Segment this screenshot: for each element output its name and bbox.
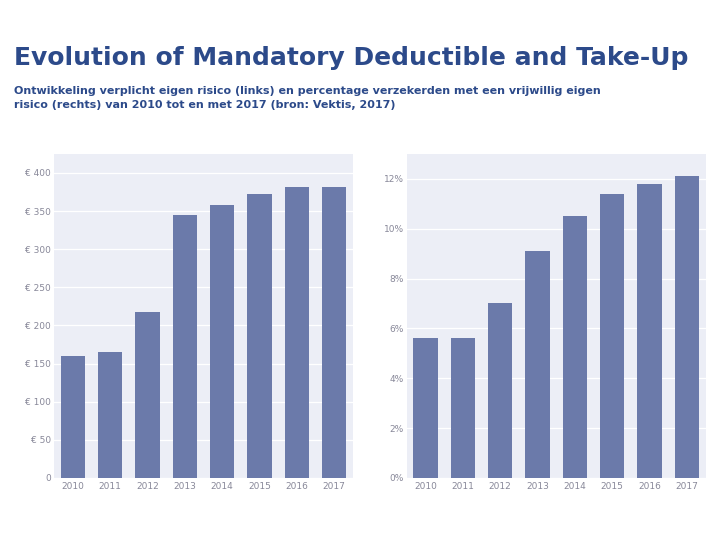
Bar: [173, 215, 197, 478]
Bar: [322, 187, 346, 478]
Bar: [675, 177, 699, 478]
Bar: [247, 194, 271, 478]
Bar: [284, 187, 309, 478]
Text: Ontwikkeling verplicht eigen risico (links) en percentage verzekerden met een vr: Ontwikkeling verplicht eigen risico (lin…: [14, 86, 601, 110]
Bar: [451, 339, 475, 478]
Bar: [637, 184, 662, 478]
Bar: [526, 251, 549, 478]
Bar: [60, 356, 85, 478]
Text: Managed Competition in the Netherlands - Spinnewijn: Managed Competition in the Netherlands -…: [219, 10, 501, 20]
Text: Evolution of Mandatory Deductible and Take-Up: Evolution of Mandatory Deductible and Ta…: [14, 46, 689, 70]
Text: Back: Back: [634, 513, 665, 526]
Bar: [135, 313, 160, 478]
Bar: [210, 205, 234, 478]
Bar: [98, 352, 122, 478]
Bar: [413, 339, 438, 478]
Bar: [600, 194, 624, 478]
Bar: [563, 216, 587, 478]
Bar: [488, 303, 513, 478]
